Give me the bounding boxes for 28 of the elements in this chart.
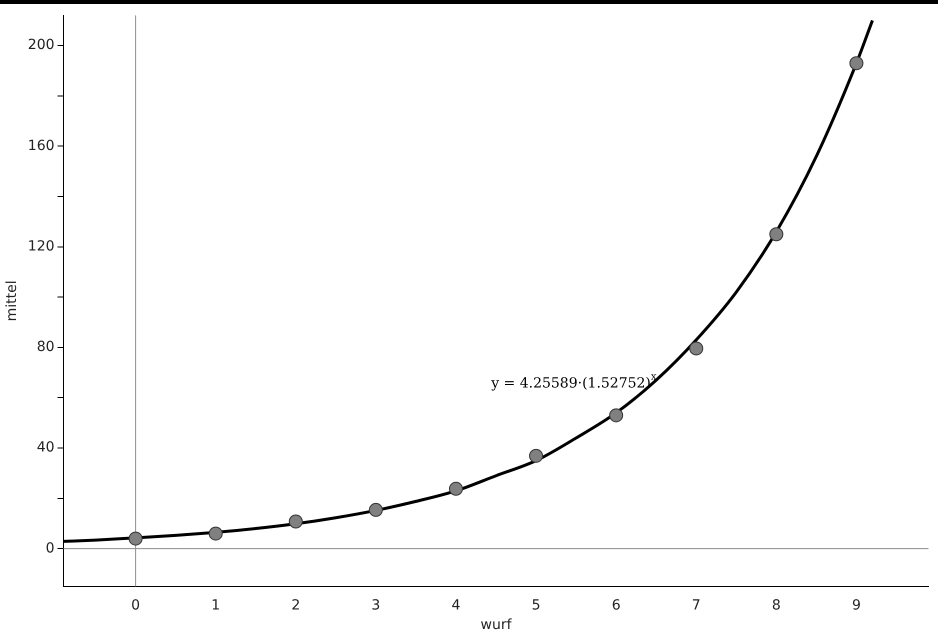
x-axis-title: wurf [480,617,513,634]
x-tick-label: 5 [532,597,541,614]
point [128,532,143,546]
y-tick-label: 40 [36,440,55,456]
x-tick-label: 3 [371,597,380,614]
y-tick-label: 0 [46,540,55,556]
point [368,502,383,517]
x-tick-label: 6 [612,597,621,614]
point [288,514,303,528]
point [529,448,544,463]
y-tick-label: 120 [28,238,55,254]
point [689,341,704,356]
point [448,482,463,496]
y-axis-title: mittel [4,280,20,322]
x-tick-label: 8 [772,597,781,614]
x-tick-label: 7 [692,597,701,614]
x-tick-label: 1 [211,597,220,614]
point [208,526,223,541]
x-tick-label: 2 [291,597,300,614]
x-tick-label: 0 [131,597,140,614]
x-tick-label: 4 [452,597,461,614]
point [849,56,864,70]
y-tick-label: 160 [28,138,55,154]
y-tick-label: 80 [36,339,55,356]
x-tick-label: 9 [852,597,861,614]
point [609,408,624,422]
point [769,227,784,242]
y-tick-label: 200 [28,37,55,54]
